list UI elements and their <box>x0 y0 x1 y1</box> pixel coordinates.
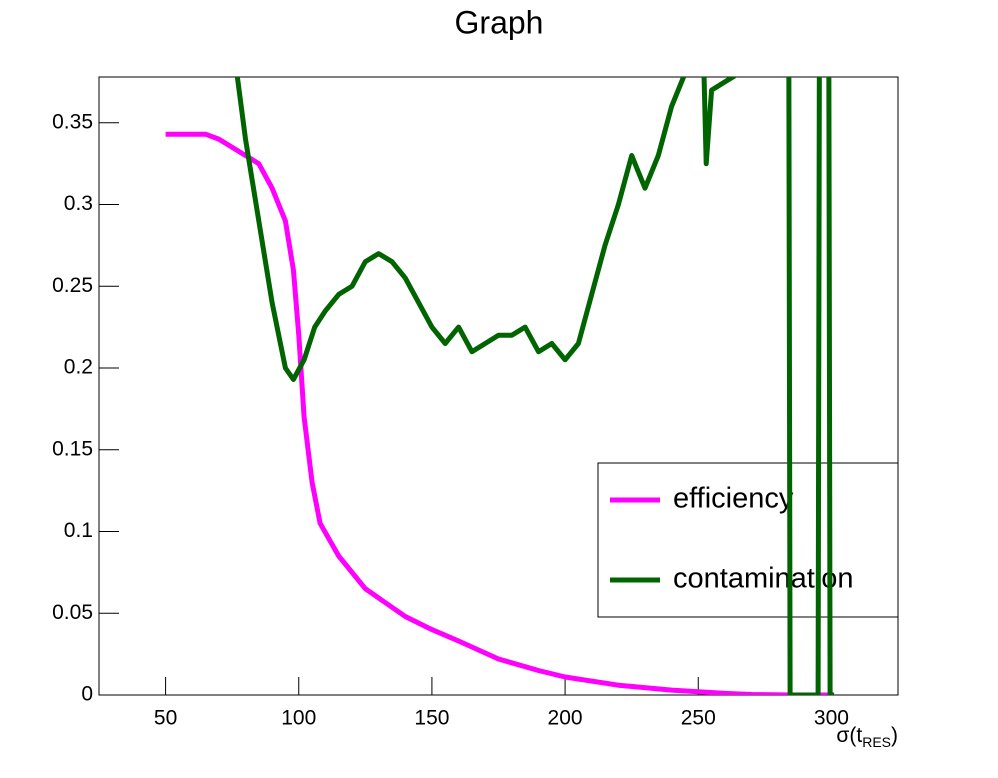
y-tick-label: 0.3 <box>64 192 93 215</box>
series-line <box>234 77 835 695</box>
x-tick-label: 250 <box>681 707 716 730</box>
y-tick-label: 0.15 <box>52 437 93 460</box>
y-tick-label: 0.2 <box>64 356 93 379</box>
y-tick-label: 0.25 <box>52 274 93 297</box>
legend: efficiency contamination <box>597 462 899 618</box>
x-tick-label: 100 <box>281 707 316 730</box>
series-line <box>165 131 832 695</box>
legend-label: efficiency <box>673 483 794 515</box>
plot-area <box>165 77 835 695</box>
x-tick-label: 150 <box>414 707 449 730</box>
legend-label: contamination <box>673 563 854 595</box>
x-label-subscript: RES <box>862 734 891 750</box>
chart-title: Graph <box>455 4 544 40</box>
legend-box <box>597 462 899 618</box>
y-tick-label: 0 <box>81 683 93 706</box>
x-label-close: ) <box>891 724 898 747</box>
x-tick-label: 200 <box>548 707 583 730</box>
plot-frame <box>98 76 899 696</box>
x-tick-label: 300 <box>814 707 849 730</box>
x-tick-label: 50 <box>154 707 177 730</box>
y-tick-label: 0.1 <box>64 519 93 542</box>
y-tick-label: 0.05 <box>52 601 93 624</box>
x-label-base: σ(t <box>836 724 862 747</box>
x-axis-label: σ(tRES) <box>836 724 898 750</box>
y-tick-label: 0.35 <box>52 110 93 133</box>
